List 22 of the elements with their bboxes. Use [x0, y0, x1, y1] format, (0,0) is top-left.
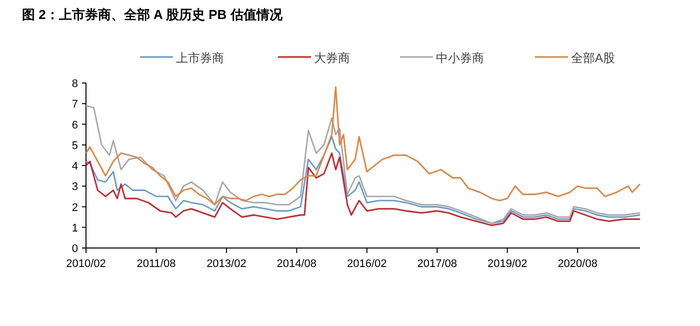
ytick: 1: [72, 222, 78, 234]
xtick: 2013/02: [206, 258, 246, 270]
ytick: 5: [72, 140, 78, 152]
xtick: 2011/08: [136, 258, 176, 270]
xtick: 2014/08: [276, 258, 317, 270]
xtick: 2020/08: [558, 258, 598, 270]
xtick: 2010/02: [66, 258, 106, 270]
ytick: 4: [72, 160, 78, 172]
ytick: 6: [72, 119, 78, 132]
legend: 大券商: [314, 51, 350, 65]
legend: 中小券商: [436, 51, 484, 65]
ytick: 8: [72, 78, 78, 90]
ytick: 2: [72, 202, 78, 214]
ytick: 0: [72, 243, 78, 255]
title: 图 2：上市券商、全部 A 股历史 PB 估值情况: [22, 7, 282, 22]
xtick: 2017/08: [417, 258, 457, 270]
ytick: 7: [72, 98, 78, 111]
legend: 上市券商: [176, 51, 224, 65]
xtick: 2016/02: [347, 258, 387, 270]
ytick: 3: [72, 181, 78, 194]
xtick: 2019/02: [487, 258, 528, 270]
legend: 全部A股: [571, 51, 616, 65]
